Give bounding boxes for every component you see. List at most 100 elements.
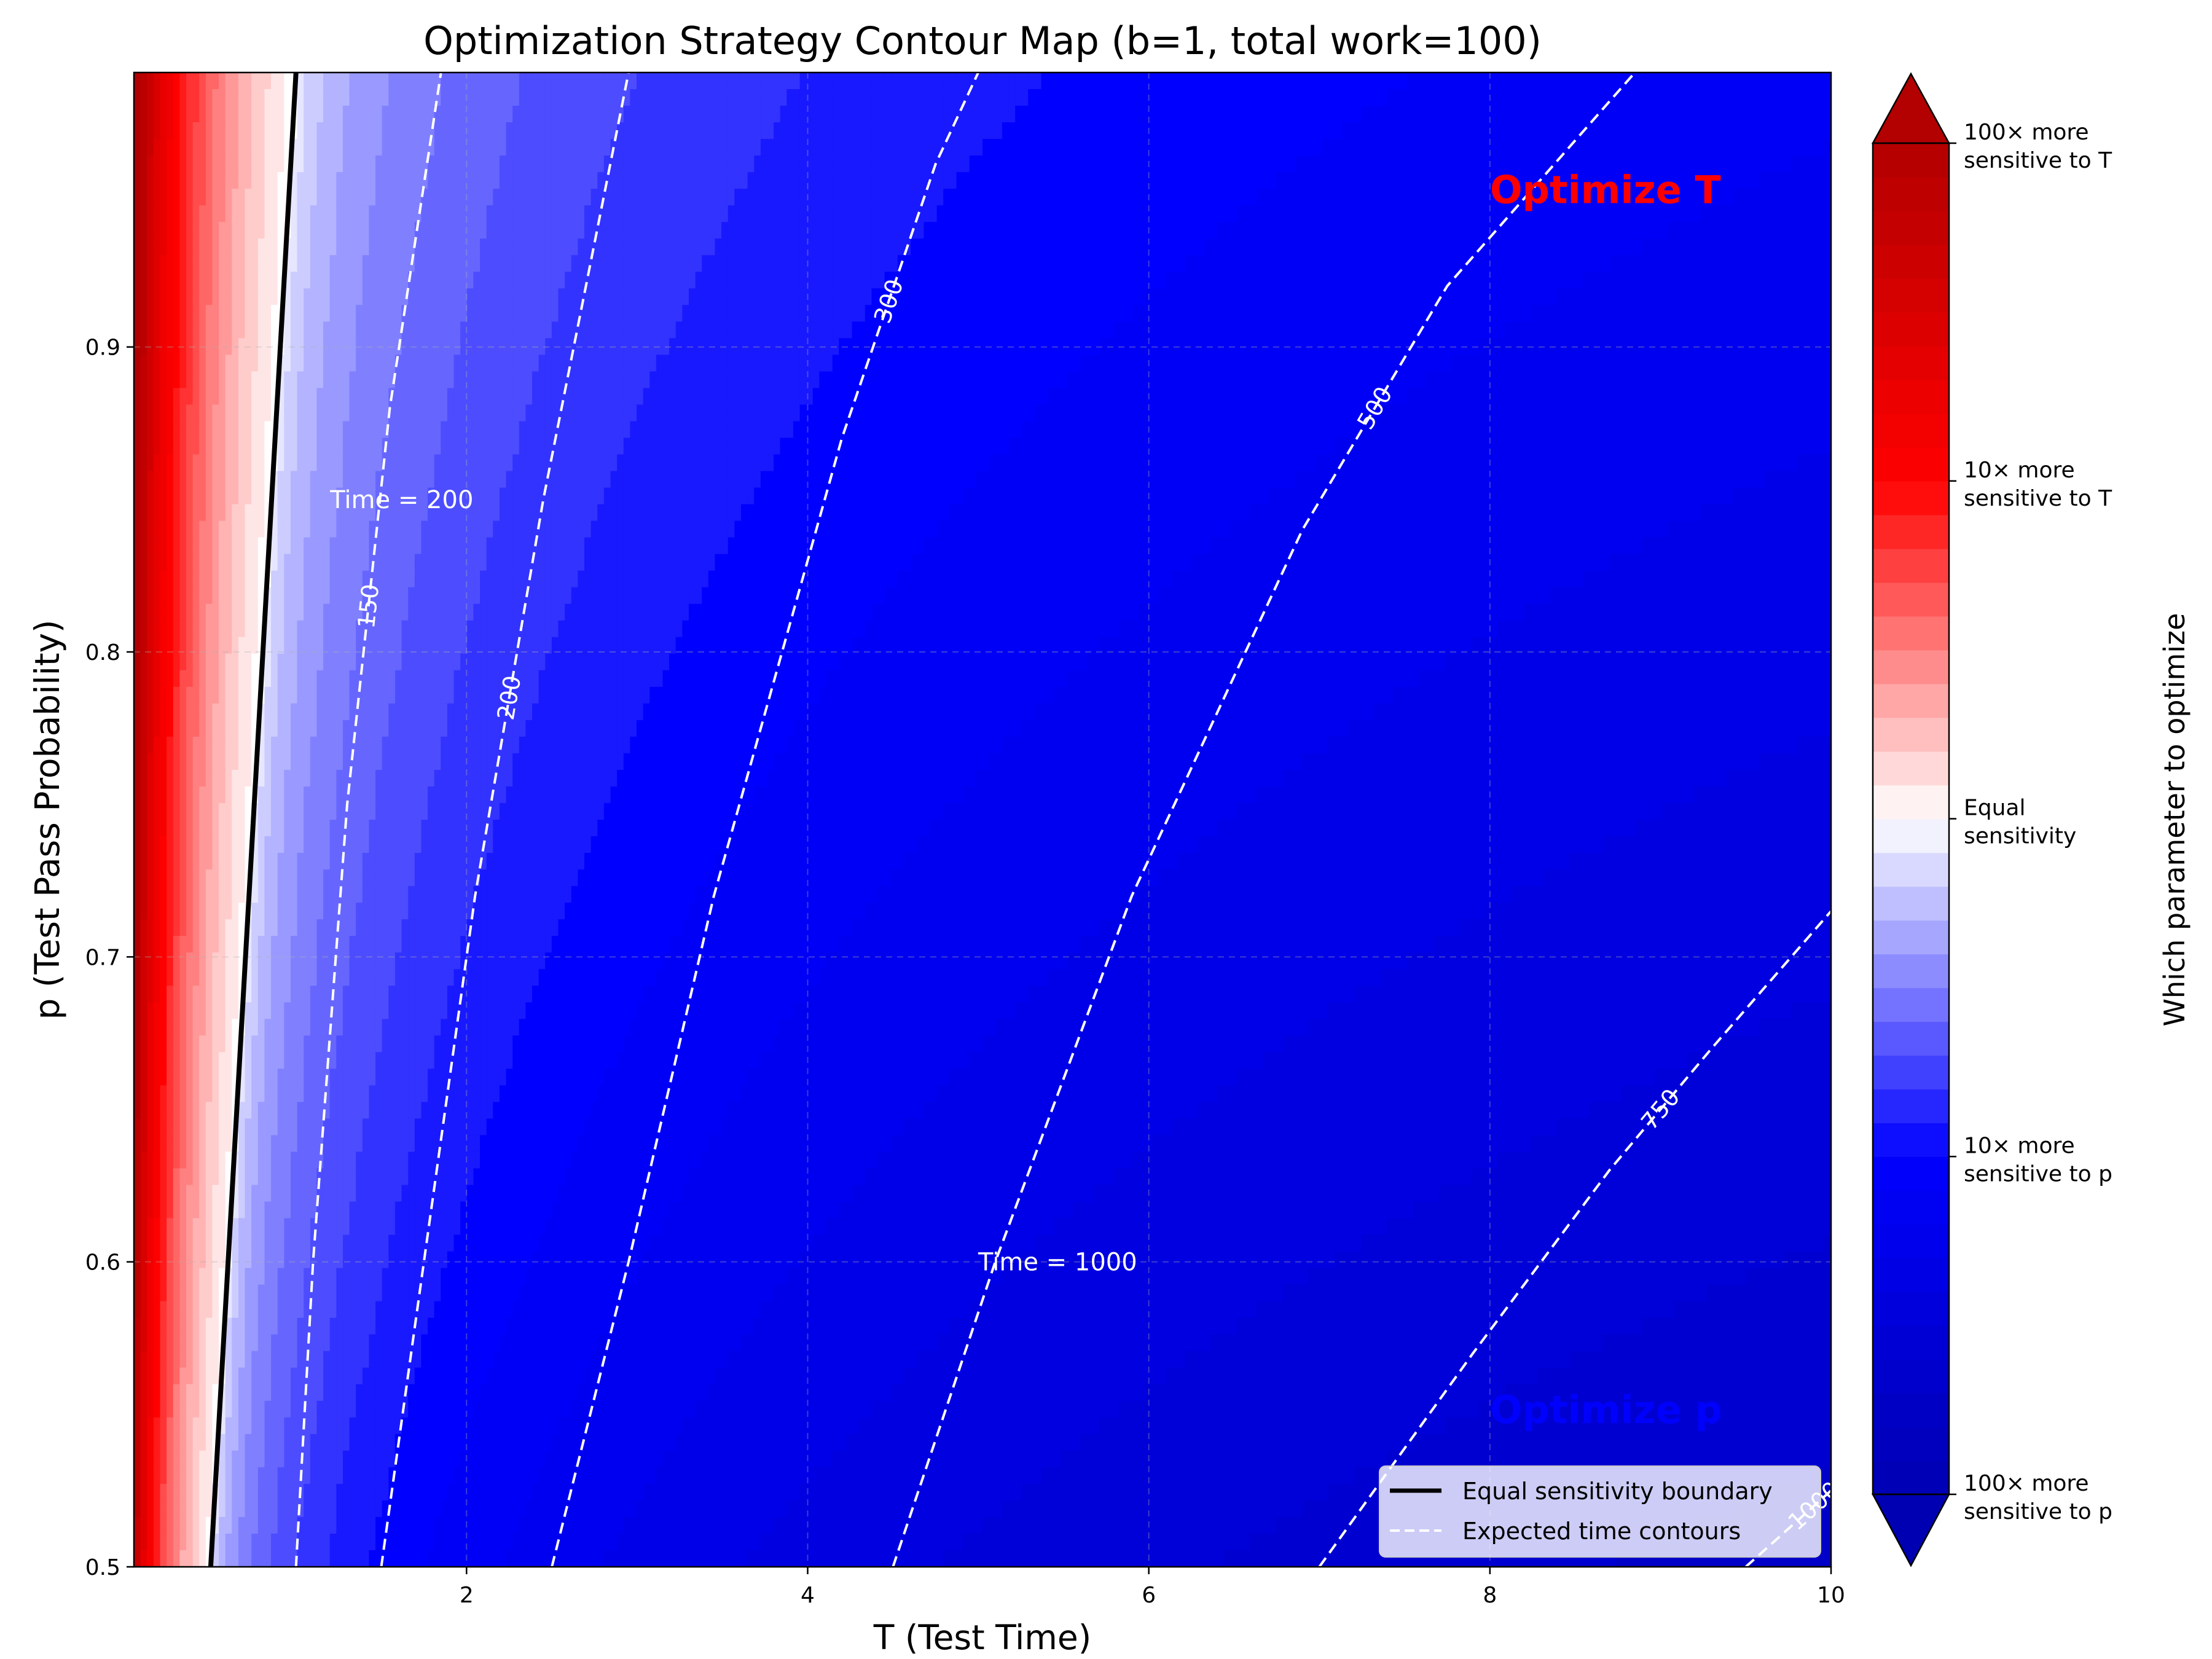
- contour-cell: [219, 172, 226, 189]
- contour-cell: [591, 106, 598, 123]
- contour-cell: [1159, 189, 1166, 206]
- contour-cell: [1015, 172, 1022, 189]
- contour-cell: [1061, 205, 1067, 222]
- contour-cell: [833, 155, 839, 173]
- contour-cell: [258, 189, 265, 206]
- contour-cell: [1642, 272, 1649, 289]
- contour-cell: [552, 172, 559, 189]
- contour-cell: [839, 189, 845, 206]
- contour-cell: [316, 122, 323, 139]
- contour-cell: [1224, 155, 1231, 173]
- contour-cell: [1211, 155, 1218, 173]
- contour-cell: [1048, 189, 1054, 206]
- contour-cell: [245, 272, 252, 289]
- contour-cell: [350, 222, 356, 239]
- contour-cell: [316, 106, 323, 123]
- contour-cell: [1465, 172, 1472, 189]
- contour-cell: [943, 205, 950, 222]
- contour-cell: [1374, 73, 1381, 90]
- contour-cell: [336, 73, 343, 90]
- contour-cell: [434, 122, 441, 139]
- contour-cell: [1179, 106, 1185, 123]
- contour-cell: [1655, 73, 1661, 90]
- contour-cell: [950, 255, 957, 272]
- contour-cell: [552, 155, 559, 173]
- contour-cell: [147, 73, 154, 90]
- contour-cell: [878, 172, 885, 189]
- contour-cell: [748, 139, 755, 156]
- contour-cell: [898, 106, 904, 123]
- contour-cell: [363, 255, 369, 272]
- contour-cell: [780, 73, 787, 90]
- contour-cell: [1635, 222, 1642, 239]
- contour-cell: [833, 189, 839, 206]
- contour-cell: [1341, 255, 1348, 272]
- contour-cell: [943, 73, 950, 90]
- contour-cell: [350, 155, 356, 173]
- contour-cell: [186, 155, 193, 173]
- contour-cell: [1472, 272, 1479, 289]
- contour-cell: [154, 89, 160, 106]
- contour-cell: [441, 205, 447, 222]
- contour-cell: [1217, 272, 1224, 289]
- contour-cell: [696, 255, 702, 272]
- contour-cell: [1322, 122, 1328, 139]
- contour-cell: [1590, 89, 1596, 106]
- contour-cell: [1316, 122, 1322, 139]
- contour-cell: [1322, 89, 1328, 106]
- contour-cell: [1217, 89, 1224, 106]
- contour-cell: [637, 139, 643, 156]
- contour-cell: [421, 122, 428, 139]
- contour-cell: [656, 222, 663, 239]
- contour-cell: [336, 172, 343, 189]
- contour-cell: [1537, 106, 1544, 123]
- contour-cell: [402, 205, 409, 222]
- contour-cell: [1720, 255, 1727, 272]
- contour-cell: [316, 89, 323, 106]
- contour-cell: [1459, 222, 1465, 239]
- contour-cell: [539, 205, 546, 222]
- contour-cell: [950, 139, 957, 156]
- contour-cell: [858, 189, 865, 206]
- contour-cell: [304, 189, 310, 206]
- contour-cell: [382, 73, 389, 90]
- contour-cell: [793, 255, 800, 272]
- contour-cell: [552, 222, 559, 239]
- contour-cell: [382, 172, 389, 189]
- contour-cell: [871, 106, 878, 123]
- contour-cell: [1191, 238, 1198, 256]
- contour-cell: [1335, 155, 1342, 173]
- contour-cell: [1008, 189, 1015, 206]
- contour-cell: [1316, 205, 1322, 222]
- contour-cell: [721, 172, 728, 189]
- contour-cell: [487, 155, 493, 173]
- contour-cell: [1002, 272, 1009, 289]
- contour-cell: [1008, 122, 1015, 139]
- contour-cell: [1792, 172, 1798, 189]
- contour-cell: [1465, 139, 1472, 156]
- contour-cell: [467, 288, 474, 305]
- contour-cell: [571, 205, 578, 222]
- contour-cell: [1407, 272, 1414, 289]
- contour-cell: [1629, 272, 1636, 289]
- contour-cell: [774, 272, 780, 289]
- contour-cell: [264, 222, 271, 239]
- contour-cell: [199, 222, 206, 239]
- contour-cell: [924, 222, 930, 239]
- contour-cell: [1374, 222, 1381, 239]
- contour-cell: [245, 73, 252, 90]
- contour-cell: [480, 255, 487, 272]
- contour-cell: [565, 155, 571, 173]
- contour-cell: [291, 288, 297, 305]
- contour-cell: [1811, 255, 1818, 272]
- contour-cell: [487, 139, 493, 156]
- contour-cell: [1094, 106, 1100, 123]
- contour-cell: [323, 205, 330, 222]
- contour-cell: [800, 272, 807, 289]
- contour-cell: [1269, 189, 1276, 206]
- contour-cell: [865, 73, 872, 90]
- contour-cell: [1067, 189, 1074, 206]
- contour-cell: [1811, 106, 1818, 123]
- contour-cell: [761, 205, 767, 222]
- contour-cell: [1465, 272, 1472, 289]
